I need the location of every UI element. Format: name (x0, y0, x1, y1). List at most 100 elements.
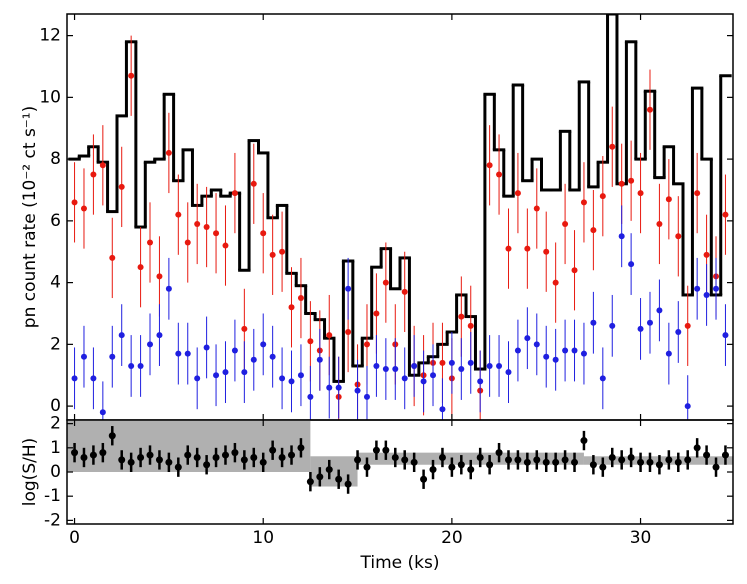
data-point (269, 251, 276, 258)
data-point (203, 344, 210, 351)
y-tick-label: 10 (39, 87, 61, 107)
data-point (184, 350, 191, 357)
data-point (128, 362, 135, 369)
data-point (552, 279, 559, 286)
data-point (628, 261, 635, 268)
data-point (279, 375, 286, 382)
data-point (703, 251, 710, 258)
data-point (618, 233, 625, 240)
data-point (496, 362, 503, 369)
data-point (684, 322, 691, 329)
data-point (477, 378, 484, 385)
data-point (505, 369, 512, 376)
data-point (137, 453, 145, 461)
data-point (212, 453, 220, 461)
x-axis-label: Time (ks) (360, 553, 440, 573)
data-point (401, 375, 408, 382)
data-point (514, 456, 522, 464)
data-point (391, 453, 399, 461)
x-tick-label: 20 (441, 528, 463, 548)
data-point (420, 475, 428, 483)
data-point (345, 329, 352, 336)
data-point (609, 322, 616, 329)
data-point (147, 239, 154, 246)
data-point (345, 285, 352, 292)
data-point (194, 375, 201, 382)
y-tick-label: 0 (50, 462, 61, 482)
data-point (165, 285, 172, 292)
data-point (99, 409, 106, 416)
x-tick-label: 30 (630, 528, 652, 548)
y-tick-label: 4 (50, 273, 61, 293)
data-point (571, 458, 579, 466)
data-point (175, 211, 182, 218)
data-point (580, 199, 587, 206)
data-point (533, 456, 541, 464)
data-point (637, 325, 644, 332)
data-point (335, 384, 342, 391)
data-point (382, 279, 389, 286)
y-tick-label: 12 (39, 26, 61, 46)
data-point (608, 453, 616, 461)
data-point (580, 350, 587, 357)
data-point (326, 332, 333, 339)
data-point (439, 406, 446, 413)
data-point (363, 393, 370, 400)
data-point (222, 242, 229, 249)
data-point (325, 466, 333, 474)
data-point (552, 356, 559, 363)
data-point (618, 180, 625, 187)
data-point (156, 332, 163, 339)
data-point (703, 451, 711, 459)
data-point (306, 478, 314, 486)
y-tick-label: 0 (50, 396, 61, 416)
data-point (344, 480, 352, 488)
y-tick-label: 6 (50, 211, 61, 231)
data-point (675, 233, 682, 240)
x-tick-label: 10 (252, 528, 274, 548)
data-point (486, 362, 493, 369)
data-point (260, 341, 267, 348)
y-axis-label: pn count rate (10⁻² ct s⁻¹) (20, 106, 40, 328)
data-point (184, 239, 191, 246)
data-point (665, 350, 672, 357)
data-point (222, 369, 229, 376)
data-point (250, 356, 257, 363)
data-point (656, 220, 663, 227)
data-point (297, 444, 305, 452)
data-point (363, 463, 371, 471)
data-point (259, 458, 267, 466)
data-point (571, 347, 578, 354)
data-point (278, 453, 286, 461)
data-point (203, 224, 210, 231)
data-point (562, 220, 569, 227)
data-point (241, 325, 248, 332)
data-point (231, 449, 239, 457)
data-point (288, 451, 296, 459)
data-point (694, 190, 701, 197)
data-point (523, 458, 531, 466)
data-point (174, 463, 182, 471)
data-point (194, 220, 201, 227)
data-point (467, 466, 475, 474)
data-point (165, 458, 173, 466)
data-point (722, 332, 729, 339)
data-point (335, 475, 343, 483)
y-axis-label: log(S/H) (20, 438, 40, 506)
data-point (354, 456, 362, 464)
data-point (562, 347, 569, 354)
data-point (458, 366, 465, 373)
data-point (392, 366, 399, 373)
data-point (221, 451, 229, 459)
data-point (628, 177, 635, 184)
data-point (599, 193, 606, 200)
data-point (552, 458, 560, 466)
data-point (288, 304, 295, 311)
data-point (90, 171, 97, 178)
data-point (326, 384, 333, 391)
data-point (137, 362, 144, 369)
data-point (646, 319, 653, 326)
data-point (430, 372, 437, 379)
data-point (655, 461, 663, 469)
data-point (504, 456, 512, 464)
